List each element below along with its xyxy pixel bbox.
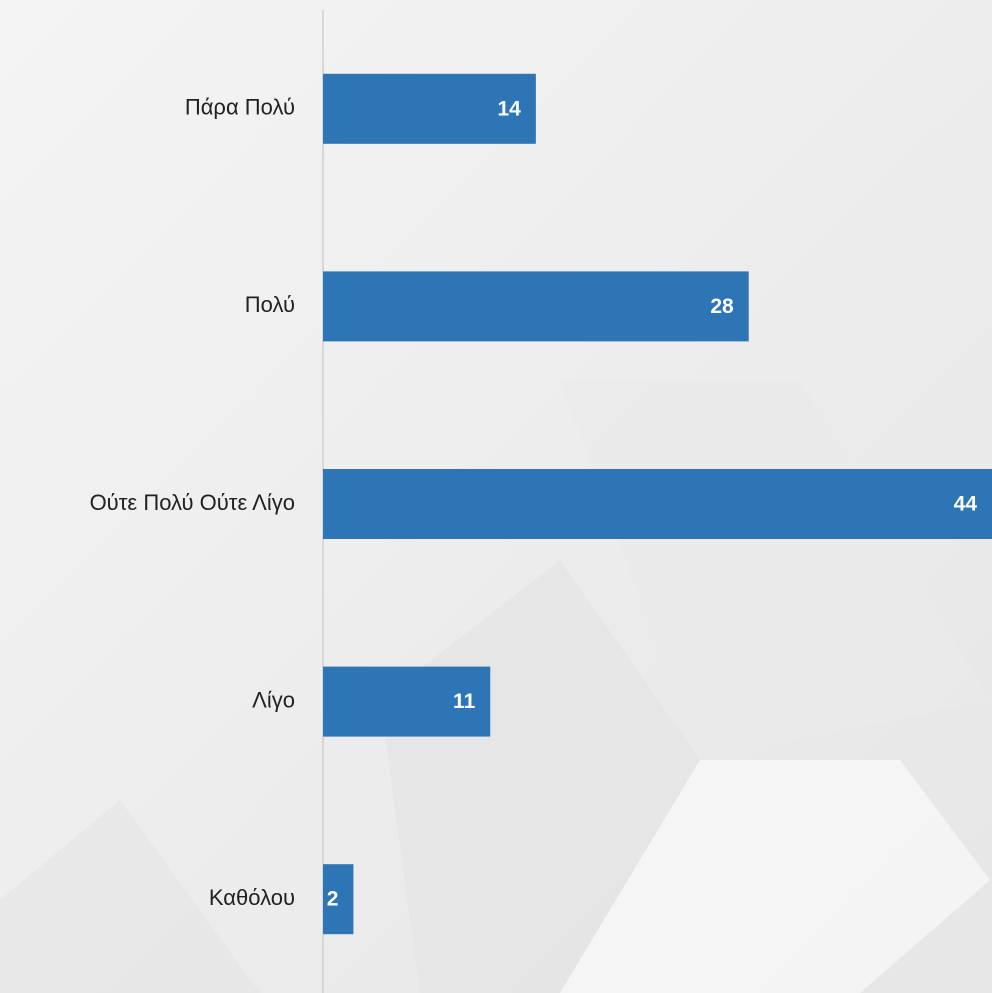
bg-shape [560, 760, 990, 993]
value-label: 28 [710, 295, 734, 318]
bar [323, 73, 536, 144]
value-label: 14 [498, 97, 522, 120]
category-label: Πολύ [245, 292, 295, 317]
bar [323, 469, 992, 539]
value-label: 2 [327, 888, 339, 911]
value-label: 44 [954, 493, 978, 516]
bar [323, 666, 491, 737]
category-label: Πάρα Πολύ [185, 95, 295, 120]
value-label: 11 [453, 690, 476, 713]
bar [323, 864, 354, 935]
bg-shape [0, 800, 260, 993]
category-label: Καθόλου [209, 885, 295, 910]
category-label: Λίγο [252, 687, 295, 712]
category-label: Ούτε Πολύ Ούτε Λίγο [90, 490, 295, 515]
bar [323, 271, 749, 342]
